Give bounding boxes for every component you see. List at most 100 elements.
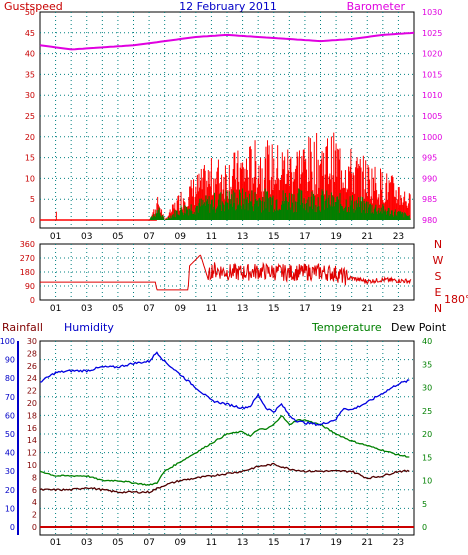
gust-tick-label: 45	[25, 29, 35, 38]
x-tick-label: 21	[362, 538, 373, 548]
temp-tick-label: 20	[422, 430, 432, 439]
compass-letter: W	[433, 254, 444, 267]
x-tick-label: 03	[81, 232, 92, 242]
rain-tick-label: 20	[27, 399, 37, 408]
x-tick-label: 05	[112, 304, 123, 314]
x-tick-label: 19	[330, 232, 342, 242]
humidity-tick-label: 90	[5, 356, 15, 365]
barometer-label: Barometer	[347, 0, 406, 13]
x-tick-label: 07	[143, 232, 154, 242]
x-tick-label: 17	[299, 304, 310, 314]
temp-tick-label: 15	[422, 453, 432, 462]
baro-tick-label: 985	[422, 195, 437, 204]
x-tick-label: 01	[50, 232, 61, 242]
x-tick-label: 13	[237, 304, 248, 314]
x-tick-label: 03	[81, 538, 92, 548]
x-tick-label: 09	[175, 232, 187, 242]
gustspeed-label: Gustspeed	[4, 0, 63, 13]
temp-tick-label: 30	[422, 384, 432, 393]
humidity-tick-label: 80	[5, 374, 15, 383]
humidity-tick-label: 10	[5, 504, 15, 513]
humidity-label: Humidity	[64, 321, 114, 334]
rain-tick-label: 18	[27, 411, 37, 420]
direction-tick-label: 90	[25, 282, 35, 291]
x-tick-label: 07	[143, 538, 154, 548]
x-tick-label: 21	[362, 304, 373, 314]
compass-letter: N	[434, 238, 442, 251]
direction-tick-label: 270	[20, 254, 35, 263]
x-tick-label: 23	[393, 232, 404, 242]
rain-tick-label: 30	[27, 337, 37, 346]
x-tick-label: 15	[268, 538, 279, 548]
rain-tick-label: 8	[32, 473, 37, 482]
rain-tick-label: 4	[32, 498, 37, 507]
x-tick-label: 15	[268, 304, 279, 314]
baro-tick-label: 990	[422, 174, 437, 183]
degree-label: 180°	[444, 293, 468, 306]
temp-tick-label: 0	[422, 523, 427, 532]
baro-tick-label: 1030	[422, 8, 442, 17]
x-tick-label: 03	[81, 304, 92, 314]
gust-tick-label: 30	[25, 91, 35, 100]
gust-tick-label: 5	[30, 195, 35, 204]
panel2-x-ticks: 01 03 05 07 09 11 13 15 17 19 21 23	[50, 304, 404, 314]
x-tick-label: 09	[175, 538, 187, 548]
barometer-line	[39, 31, 415, 51]
rain-tick-label: 14	[27, 436, 37, 445]
baro-tick-label: 1015	[422, 70, 442, 79]
compass-letter: E	[435, 286, 442, 299]
humidity-line	[39, 351, 410, 427]
rain-tick-label: 24	[27, 374, 37, 383]
gust-tick-label: 25	[25, 112, 35, 121]
temp-tick-label: 10	[422, 477, 432, 486]
gust-tick-label: 15	[25, 154, 35, 163]
dewpoint-label: Dew Point	[391, 321, 447, 334]
x-tick-label: 23	[393, 538, 404, 548]
direction-tick-label: 180	[20, 268, 35, 277]
x-tick-label: 11	[206, 538, 217, 548]
rain-tick-label: 28	[27, 349, 37, 358]
direction-tick-label: 360	[20, 240, 35, 249]
rain-tick-label: 16	[27, 424, 37, 433]
baro-tick-label: 1020	[422, 50, 442, 59]
x-tick-label: 11	[206, 304, 217, 314]
temp-tick-label: 25	[422, 407, 432, 416]
rain-tick-label: 12	[27, 449, 37, 458]
humidity-tick-label: 30	[5, 467, 15, 476]
humidity-tick-label: 40	[5, 449, 15, 458]
temp-tick-label: 5	[422, 500, 427, 509]
chart-title: 12 February 2011	[179, 0, 277, 13]
x-tick-label: 13	[237, 232, 248, 242]
baro-tick-label: 1000	[422, 133, 442, 142]
rainfall-label: Rainfall	[2, 321, 43, 334]
direction-line	[40, 254, 412, 291]
x-tick-label: 01	[50, 304, 61, 314]
x-tick-label: 09	[175, 304, 187, 314]
gust-tick-label: 50	[25, 8, 35, 17]
dewpoint-line	[39, 462, 410, 494]
x-tick-label: 15	[268, 232, 279, 242]
temp-tick-label: 40	[422, 337, 432, 346]
barometer-axis-ticks: 980 985 990 995 1000 1005 1010 1015 1020 1025 1030	[422, 8, 442, 225]
temperature-axis-ticks: 0 5 10 15 20 25 30 35 40	[422, 337, 432, 532]
x-tick-label: 21	[362, 232, 373, 242]
x-tick-label: 19	[330, 304, 342, 314]
x-tick-label: 05	[112, 538, 123, 548]
panel3-grid	[40, 341, 414, 535]
humidity-tick-label: 70	[5, 393, 15, 402]
baro-tick-label: 995	[422, 154, 437, 163]
rain-tick-label: 22	[27, 387, 37, 396]
rain-tick-label: 0	[32, 523, 37, 532]
gust-tick-label: 35	[25, 70, 35, 79]
compass-letter: N	[434, 302, 442, 315]
x-tick-label: 17	[299, 232, 310, 242]
baro-tick-label: 1025	[422, 29, 442, 38]
humidity-tick-label: 50	[5, 430, 15, 439]
gust-tick-label: 20	[25, 133, 35, 142]
x-tick-label: 23	[393, 304, 404, 314]
x-tick-label: 05	[112, 232, 123, 242]
humidity-axis-ticks: 0 10 20 30 40 50 60 70 80 90 100	[0, 337, 15, 532]
humidity-tick-label: 20	[5, 486, 15, 495]
temperature-label: Temperature	[311, 321, 382, 334]
